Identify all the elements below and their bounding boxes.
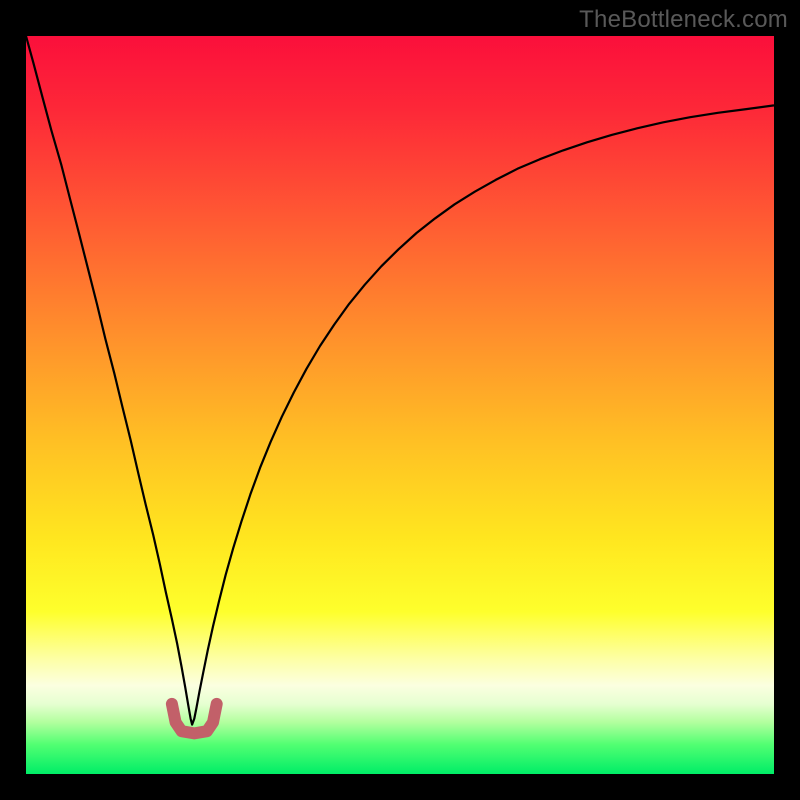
watermark-label: TheBottleneck.com [579, 6, 788, 34]
bottleneck-curve-chart [0, 0, 800, 800]
gradient-background [26, 36, 774, 774]
plot-area [26, 36, 774, 774]
chart-container: TheBottleneck.com [0, 0, 800, 800]
